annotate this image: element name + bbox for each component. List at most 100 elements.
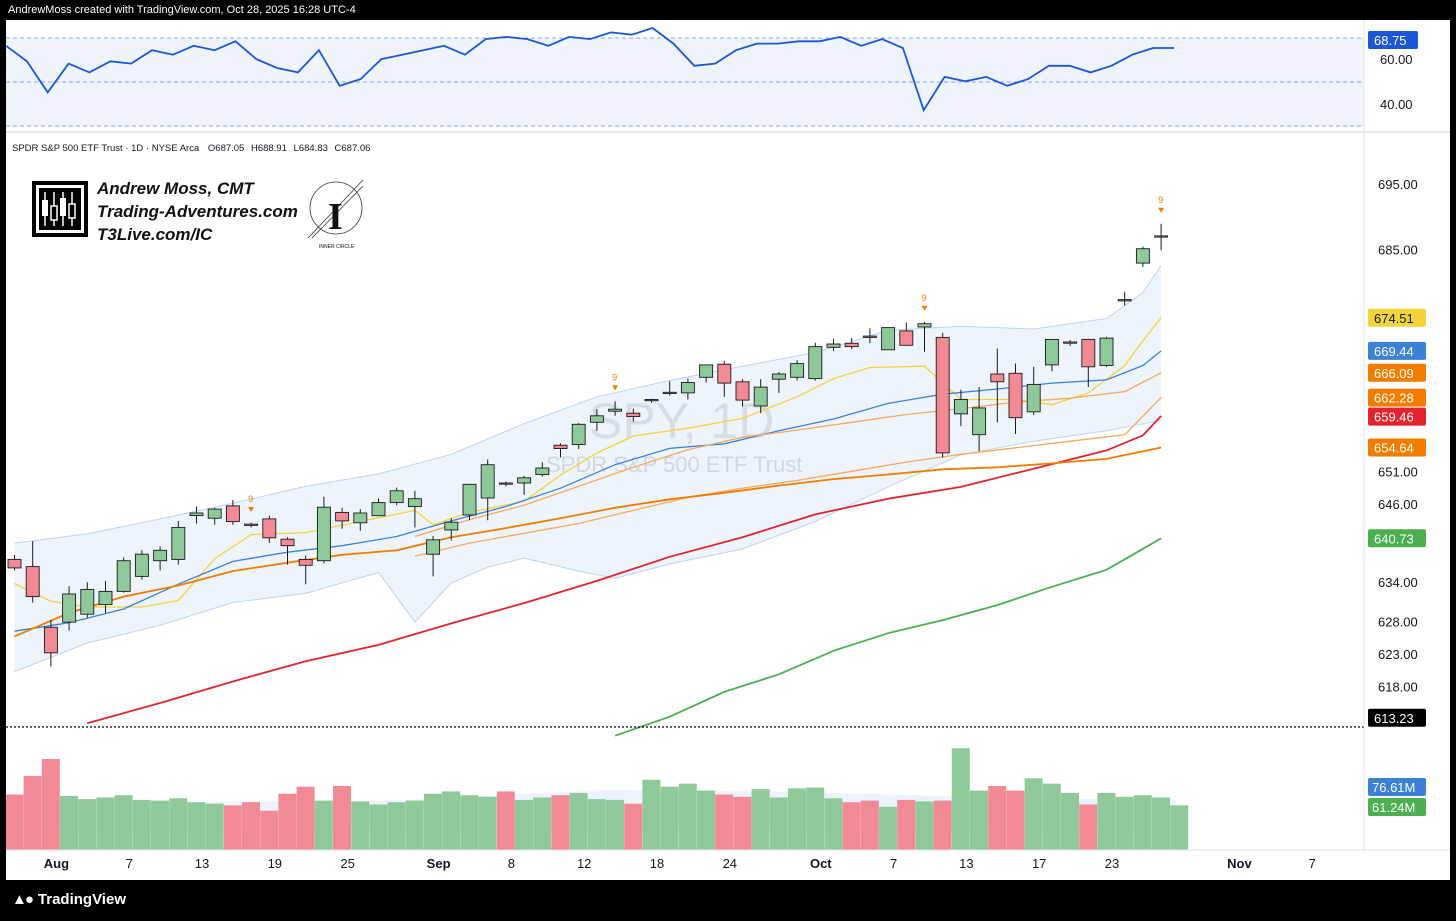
candle xyxy=(535,462,550,477)
volume-bar xyxy=(405,800,424,850)
candle xyxy=(1026,366,1041,416)
candle xyxy=(298,555,313,585)
candle xyxy=(899,322,914,346)
volume-bar xyxy=(223,805,242,850)
brand-line-name: Andrew Moss, CMT xyxy=(96,179,255,198)
volume-bar xyxy=(988,786,1007,850)
volume-bar xyxy=(78,799,97,850)
price-tick: 695.00 xyxy=(1378,177,1418,192)
volume-bar xyxy=(187,802,206,850)
volume-bar xyxy=(351,801,370,850)
candle xyxy=(644,398,659,403)
volume-pane xyxy=(6,748,1189,850)
price-badge-bg xyxy=(1368,438,1426,457)
volume-bar xyxy=(842,802,861,850)
candle xyxy=(153,546,168,571)
price-badge: 662.28 xyxy=(1374,391,1414,406)
rsi-tick-40: 40.00 xyxy=(1380,97,1413,112)
volume-bar xyxy=(860,800,879,850)
volume-bar xyxy=(1079,804,1098,850)
volume-bar xyxy=(169,798,188,850)
moving-average-line-6 xyxy=(14,446,1162,638)
volume-bar xyxy=(151,800,169,850)
symbol-open: O687.05 xyxy=(208,143,244,154)
candle xyxy=(990,348,1005,423)
candle xyxy=(1154,223,1169,251)
left-frame xyxy=(0,20,6,880)
time-tick: 23 xyxy=(1105,856,1119,871)
volume-badge-2-bg xyxy=(1368,798,1426,816)
candle xyxy=(244,522,259,528)
symbol-name: SPDR S&P 500 ETF Trust · 1D · NYSE Arca xyxy=(12,143,200,154)
time-tick: 7 xyxy=(890,856,897,871)
td-count-arrow xyxy=(921,305,928,311)
candle xyxy=(371,498,386,517)
time-tick: 8 xyxy=(508,856,515,871)
volume-bar xyxy=(769,797,788,850)
candle xyxy=(480,459,495,521)
brand-logo xyxy=(32,181,88,237)
inner-circle-emblem: I INNER CIRCLE xyxy=(307,179,364,250)
volume-bar xyxy=(660,786,679,850)
time-axis: Aug 7 13 19 25 Sep 8 12 18 24 Oct 7 13 17 23 Nov 7 xyxy=(44,856,1316,871)
candle xyxy=(116,557,131,593)
price-badge: 669.44 xyxy=(1374,344,1414,359)
price-tick: 646.00 xyxy=(1378,497,1418,512)
candle xyxy=(589,409,604,431)
volume-badges: 76.61M 61.24M xyxy=(1368,778,1426,816)
right-frame xyxy=(1450,20,1456,880)
time-tick: 7 xyxy=(1309,856,1316,871)
price-badge-bg xyxy=(1368,341,1426,360)
volume-bar xyxy=(533,797,552,850)
chart-canvas[interactable]: 60.00 40.00 68.75 SPY, 1D SPDR S&P 500 E… xyxy=(6,20,1450,880)
volume-bar xyxy=(205,803,224,850)
time-tick: 13 xyxy=(959,856,973,871)
volume-bar xyxy=(333,786,351,850)
price-badge-bg xyxy=(1368,308,1426,327)
time-tick: 24 xyxy=(723,856,737,871)
rsi-tick-60: 60.00 xyxy=(1380,52,1413,67)
volume-bar xyxy=(114,795,133,850)
candle xyxy=(498,481,513,487)
candle xyxy=(862,328,877,344)
volume-bar xyxy=(278,793,297,850)
volume-bar xyxy=(606,799,624,850)
rsi-pane: 60.00 40.00 68.75 xyxy=(6,27,1418,127)
time-tick: Aug xyxy=(44,856,69,871)
price-badge: 613.23 xyxy=(1374,711,1414,726)
volume-bar xyxy=(496,791,515,850)
candle xyxy=(43,620,58,667)
time-tick: 18 xyxy=(650,856,664,871)
volume-bar xyxy=(1170,805,1189,850)
candle xyxy=(826,338,841,352)
time-tick: 12 xyxy=(577,856,591,871)
time-tick: Sep xyxy=(427,856,451,871)
volume-bar xyxy=(424,793,442,850)
td-count-markers: 9 9 9 9 xyxy=(248,195,1165,512)
volume-bar xyxy=(951,748,970,850)
price-badge-bg xyxy=(1368,363,1426,382)
candle xyxy=(207,507,222,525)
symbol-close: C687.06 xyxy=(335,143,371,154)
candle xyxy=(771,372,786,393)
price-badge-bg xyxy=(1368,529,1426,548)
price-envelope-upper xyxy=(14,265,1162,544)
volume-bar xyxy=(387,802,406,850)
price-badge: 666.09 xyxy=(1374,366,1414,381)
candle xyxy=(808,342,823,381)
volume-bar xyxy=(642,779,661,850)
time-tick: Nov xyxy=(1227,856,1252,871)
volume-bar xyxy=(1152,797,1170,850)
candle xyxy=(972,387,987,452)
price-badge: 674.51 xyxy=(1374,311,1414,326)
volume-bar xyxy=(1006,790,1025,850)
candle xyxy=(407,490,422,528)
tradingview-wordmark: TradingView xyxy=(37,891,126,908)
volume-bar xyxy=(369,804,388,850)
price-badge-bg xyxy=(1368,708,1426,727)
candle xyxy=(1044,338,1059,372)
candle xyxy=(462,483,477,521)
candle xyxy=(735,379,750,407)
candle xyxy=(225,499,240,525)
volume-bar xyxy=(478,796,497,850)
